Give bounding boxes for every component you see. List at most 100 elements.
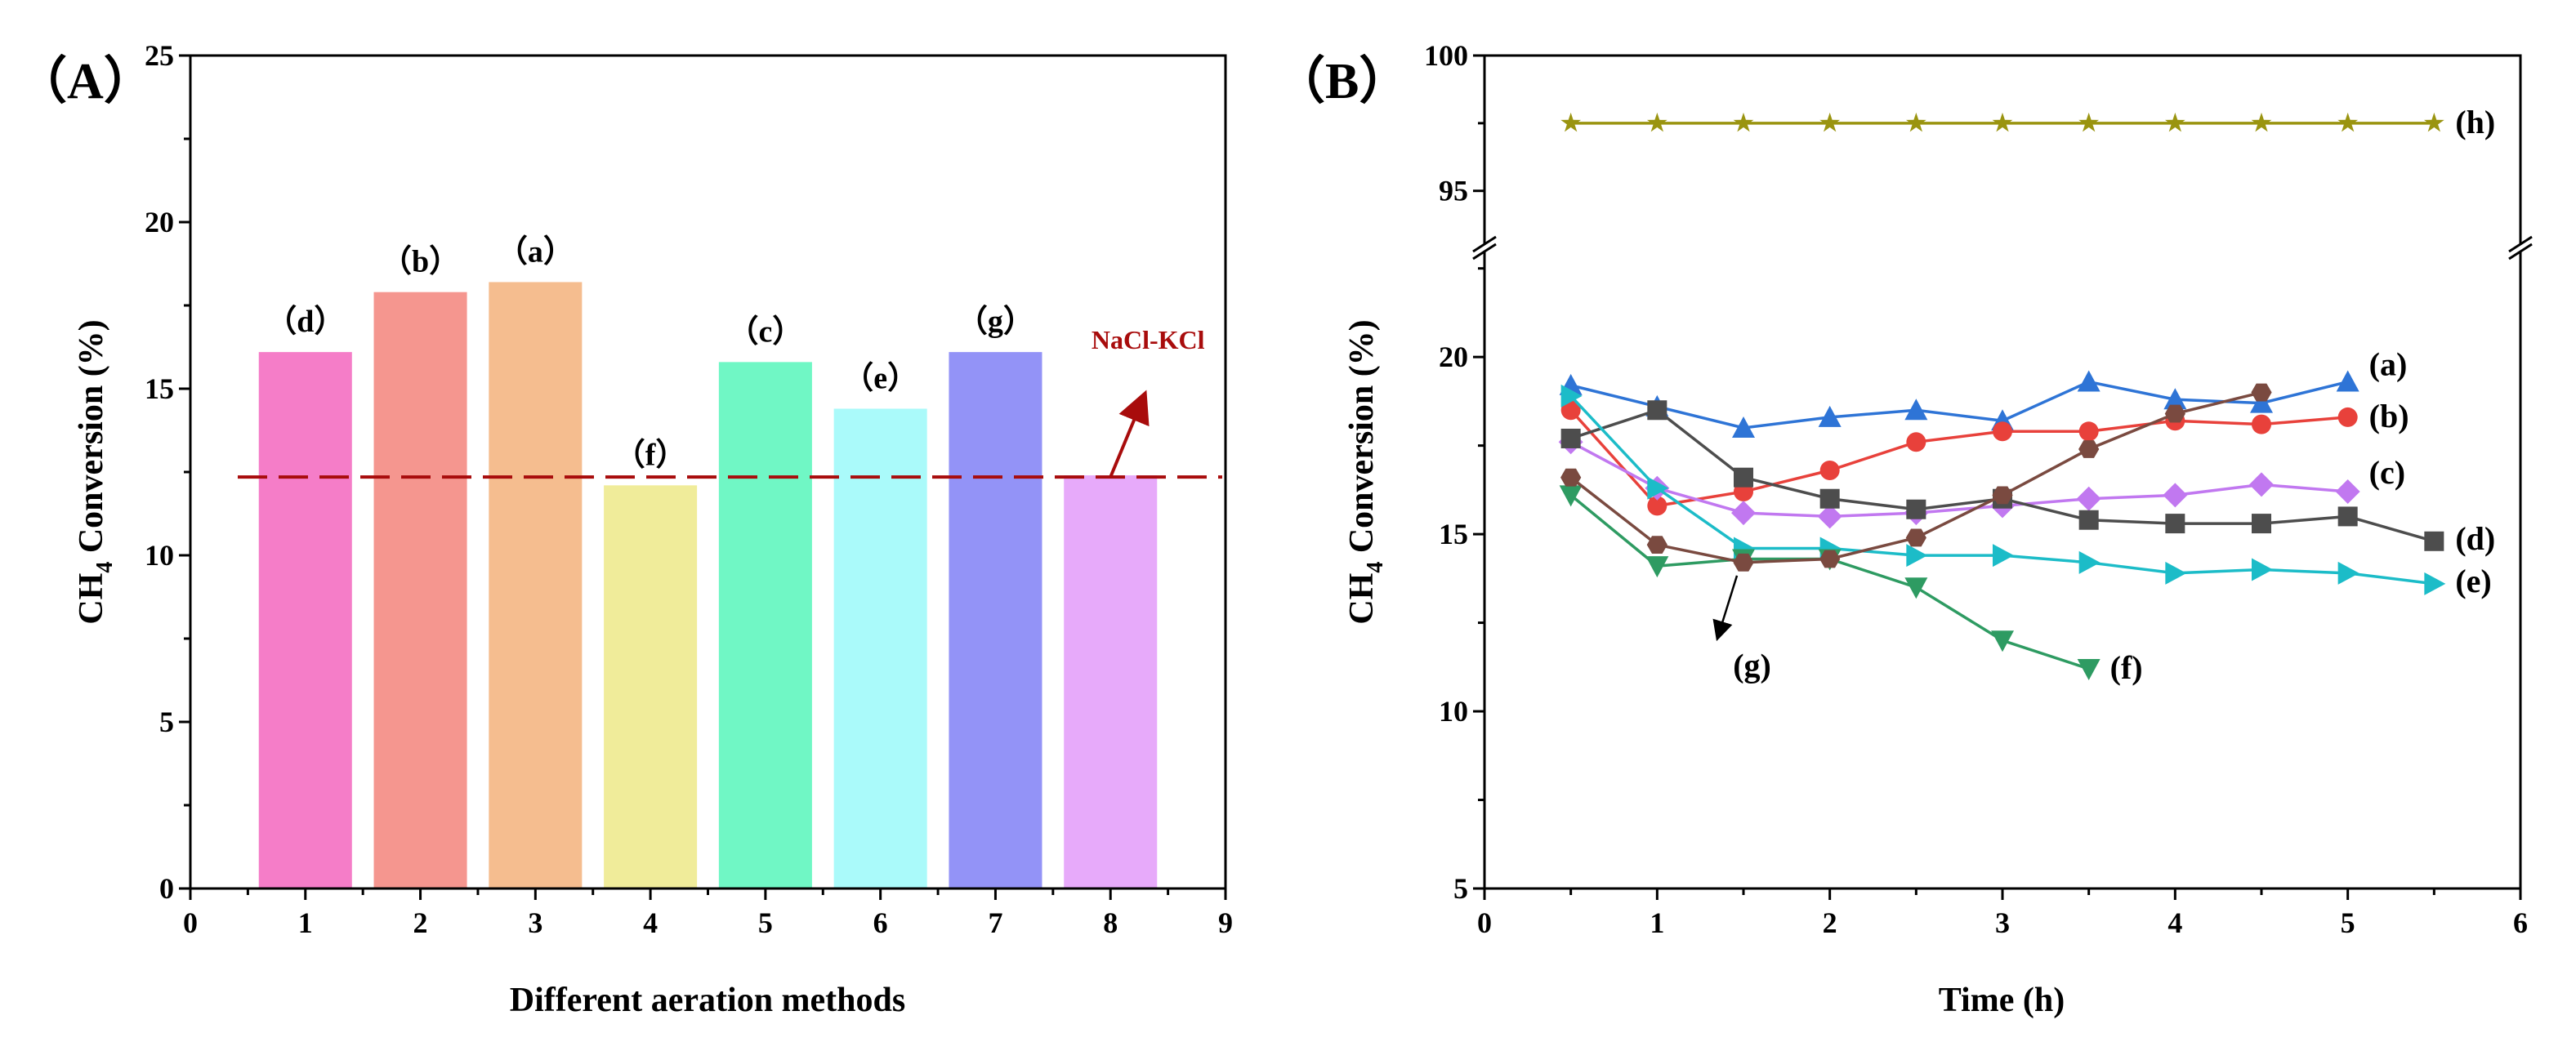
bar-1: [258, 352, 352, 888]
bar-8: [1064, 475, 1158, 888]
series-g: [1560, 383, 2272, 572]
series-c-point: [2076, 486, 2101, 511]
series-g-annotation: (g): [1712, 575, 1771, 684]
y-tick-label-5: 5: [159, 706, 174, 738]
series-e-point: [2424, 572, 2446, 595]
series-d-label: (d): [2455, 520, 2495, 557]
series-e-point: [1906, 544, 1928, 568]
series-c-label: (c): [2369, 454, 2405, 491]
bar-label-5: （c）: [727, 314, 803, 349]
series-d-point: [2252, 514, 2271, 534]
y-tick-label-25: 25: [145, 39, 174, 72]
x-tick-label-2: 2: [413, 906, 428, 939]
series-e-point: [2252, 558, 2273, 581]
series-h-point: [2337, 112, 2359, 132]
series-f-point: [1904, 577, 1928, 599]
y-title-ch: CH: [73, 573, 110, 625]
series-e-point: [2078, 550, 2101, 574]
series-h-point: [2423, 112, 2444, 132]
y-tick-label-10: 10: [145, 539, 174, 572]
series-a-line: [1570, 380, 2349, 430]
series-d-point: [2078, 510, 2099, 530]
series-e-point: [1647, 476, 1669, 500]
series-c: (c): [1558, 430, 2405, 529]
series-h-point: [2078, 112, 2100, 132]
axis-break-mark: [2508, 243, 2533, 261]
axis-break-gap-right: [2504, 245, 2537, 251]
line-chart-panel-b: （B） (a) (b) (c) (d) (e) (f) (h) (g) 0 1 2 3 4 5 6 5 10 1…: [1275, 39, 2537, 1019]
series-a-point: [2077, 370, 2101, 392]
series-c-point: [2249, 472, 2274, 497]
bar-3: [489, 282, 583, 888]
x-tick-label-7: 7: [988, 906, 1002, 939]
x-tick-label-4: 4: [643, 906, 658, 939]
bar-6: [833, 408, 927, 889]
y-title-subscript: 4: [92, 562, 118, 573]
axis-break-gap-left: [1468, 245, 1501, 251]
panel-a-axes: 0 1 2 3 4 5 6 7 8 9 0 5 10 15 20 25: [145, 39, 1233, 939]
series-g-arrow: [1712, 575, 1739, 642]
series-b-point: [1647, 496, 1667, 516]
axis-break-mark: [1472, 243, 1497, 261]
series-b-label: (b): [2369, 398, 2409, 434]
series-g-point: [1992, 486, 2013, 505]
panel-b-frame: [1483, 54, 2522, 890]
series-e: (e): [1560, 384, 2492, 599]
series-g-point: [2164, 404, 2185, 423]
series-f-point: [1991, 630, 2014, 652]
y-title-rest: Conversion (%): [1343, 319, 1381, 561]
line-chart-series: (a) (b) (c) (d) (e) (f) (h) (g): [1558, 104, 2495, 686]
panel-b-axes: 0 1 2 3 4 5 6 5 10 15 20 95 100: [1424, 39, 2537, 939]
series-e-point: [1560, 384, 1583, 407]
y-tick-label-0: 0: [159, 872, 174, 905]
series-b-point: [2078, 421, 2099, 442]
series-e-point: [1993, 544, 2014, 568]
series-g-point: [1819, 550, 1841, 568]
series-g-point: [2078, 440, 2100, 458]
series-b-point: [1906, 432, 1926, 452]
x-tick-label-5: 5: [758, 906, 773, 939]
series-c-line: [1569, 440, 2348, 519]
series-h-point: [1560, 112, 1582, 132]
series-g-point: [1733, 553, 1754, 572]
bar-label-1: （d）: [266, 305, 345, 339]
series-a-point: [2336, 370, 2359, 392]
bar-4: [604, 485, 698, 888]
b-x-tick-label-4: 4: [2168, 906, 2182, 939]
series-c-point: [1731, 501, 1756, 526]
x-tick-label-8: 8: [1103, 906, 1118, 939]
axis-break-mark: [1472, 235, 1497, 253]
series-g-point: [2251, 383, 2272, 402]
panel-a-label: （A）: [16, 52, 154, 109]
bar-chart-bars: （d） （b） （a） （f） （c） （e） （g）: [258, 234, 1158, 889]
x-tick-label-1: 1: [298, 906, 313, 939]
y-title-ch: CH: [1343, 573, 1381, 625]
series-d-point: [2337, 506, 2358, 527]
series-g-label: (g): [1733, 648, 1771, 684]
bar-label-4: （f）: [614, 438, 687, 472]
nacl-kcl-arrow: [1109, 390, 1150, 478]
nacl-kcl-label: NaCl-KCl: [1092, 325, 1205, 354]
series-c-point: [2163, 483, 2188, 508]
series-a-point: [1818, 405, 1842, 427]
series-c-point: [1817, 504, 1842, 529]
b-y-tick-label-20: 20: [1439, 341, 1468, 373]
series-b-point: [1560, 400, 1581, 421]
bar-label-7: （g）: [957, 305, 1034, 339]
b-x-tick-label-6: 6: [2513, 906, 2528, 939]
series-b-point: [1993, 421, 2012, 442]
bar-7: [949, 352, 1042, 888]
series-b-line: [1569, 409, 2348, 508]
y-title-rest: Conversion (%): [73, 319, 110, 561]
series-e-label: (e): [2455, 563, 2491, 599]
series-d-point: [1734, 467, 1753, 488]
b-x-tick-label-3: 3: [1995, 906, 2010, 939]
series-d-point: [2424, 531, 2444, 551]
bar-2: [373, 292, 467, 888]
b-y-tick-label-10: 10: [1439, 695, 1468, 728]
series-h-point: [1733, 112, 1754, 132]
series-a: (a): [1559, 346, 2407, 438]
series-f-point: [1645, 556, 1669, 578]
b-y-tick-label-100: 100: [1424, 39, 1468, 72]
